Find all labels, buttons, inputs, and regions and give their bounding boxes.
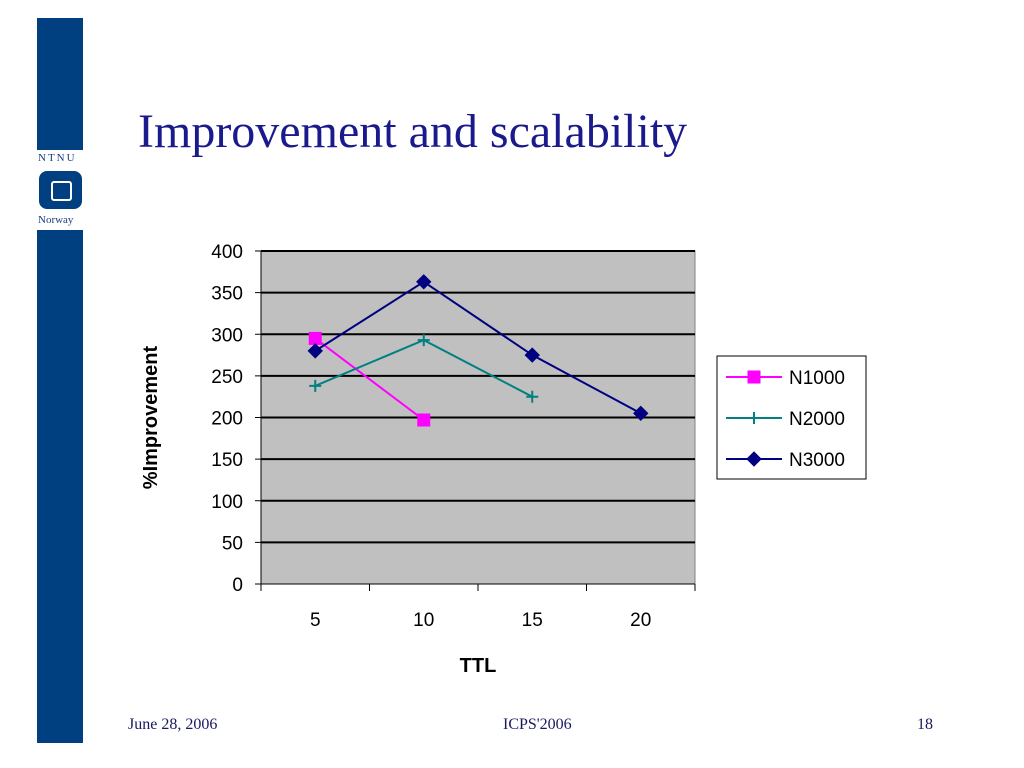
x-tick-label: 5 bbox=[310, 610, 321, 631]
y-axis-title: %Improvement bbox=[140, 345, 162, 489]
x-tick-label: 10 bbox=[413, 610, 434, 631]
y-tick-label: 300 bbox=[211, 325, 243, 346]
y-tick-label: 250 bbox=[211, 367, 243, 388]
series-line-n3000 bbox=[314, 280, 642, 415]
data-point-n3000 bbox=[524, 347, 540, 363]
y-tick-label: 0 bbox=[232, 575, 243, 596]
footer-page-number: 18 bbox=[917, 716, 933, 733]
footer-date: June 28, 2006 bbox=[128, 716, 218, 733]
legend-marker bbox=[747, 370, 761, 384]
data-point-n3000 bbox=[416, 274, 432, 290]
footer-conference: ICPS'2006 bbox=[503, 716, 572, 733]
slide-title: Improvement and scalability bbox=[138, 105, 688, 158]
y-tick-label: 100 bbox=[211, 492, 243, 513]
logo-bottom-text: Norway bbox=[38, 214, 74, 226]
legend-label: N2000 bbox=[789, 409, 845, 430]
legend-marker bbox=[746, 451, 762, 467]
y-tick-label: 50 bbox=[222, 533, 243, 554]
x-axis-title: TTL bbox=[460, 655, 497, 677]
data-point-n3000 bbox=[633, 405, 649, 422]
data-point-n2000 bbox=[417, 334, 430, 347]
data-point-n1000 bbox=[417, 413, 431, 427]
data-point-n2000 bbox=[309, 379, 322, 392]
data-point-n1000 bbox=[308, 331, 322, 345]
series-line-n1000 bbox=[314, 337, 425, 421]
legend-marker bbox=[748, 412, 760, 424]
logo-mark-icon bbox=[39, 171, 82, 209]
x-tick-label: 20 bbox=[630, 610, 651, 631]
data-point-n3000 bbox=[307, 343, 323, 359]
y-tick-label: 150 bbox=[211, 450, 243, 471]
data-point-n2000 bbox=[526, 390, 539, 403]
y-tick-label: 200 bbox=[211, 409, 243, 430]
y-tick-label: 350 bbox=[211, 284, 243, 305]
x-tick-label: 15 bbox=[522, 610, 543, 631]
legend-label: N1000 bbox=[789, 368, 845, 389]
sidebar-stripe bbox=[37, 18, 83, 743]
y-tick-label: 400 bbox=[211, 242, 243, 263]
legend-label: N3000 bbox=[789, 450, 845, 471]
logo-top-text: NTNU bbox=[38, 152, 77, 164]
